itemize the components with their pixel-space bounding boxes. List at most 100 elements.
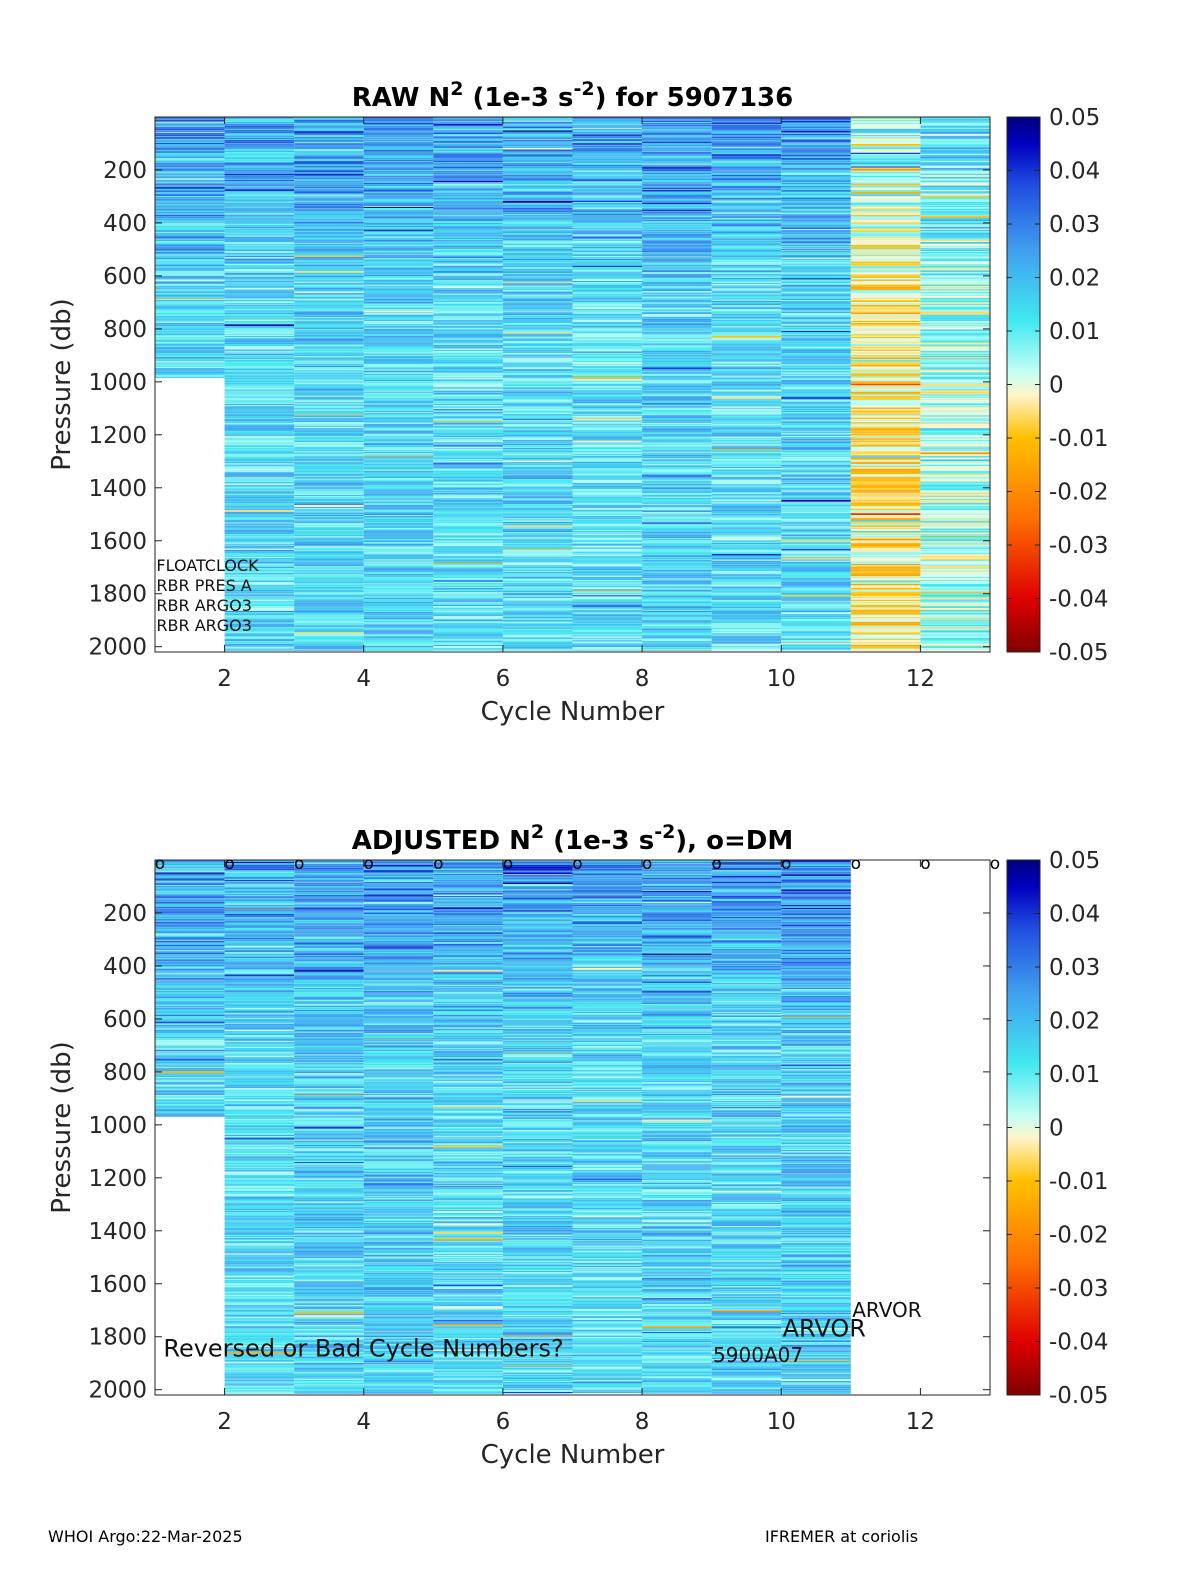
colorbar-gradient [1006, 859, 1041, 1396]
y-tick-label: 800 [103, 1060, 147, 1086]
cycle-column-3 [294, 860, 364, 1394]
colorbar-tick-label: -0.03 [1049, 533, 1109, 559]
y-tick-label: 1600 [88, 529, 147, 555]
colorbar-tick-label: 0.05 [1049, 848, 1100, 874]
cycle-column-1 [155, 117, 225, 378]
y-tick-label: 800 [103, 317, 147, 343]
x-tick-label: 4 [356, 1409, 371, 1435]
y-tick-label: 200 [103, 158, 147, 184]
x-tick-label: 12 [906, 666, 935, 692]
dm-marker: o [364, 854, 374, 874]
colorbar-tick-label: 0.05 [1049, 105, 1100, 131]
cycle-column-8 [642, 117, 712, 651]
colorbar-tick-label: 0.02 [1049, 266, 1100, 292]
annotation-label: RBR ARGO3 [156, 596, 252, 615]
y-tick-label: 1200 [88, 1166, 147, 1192]
x-tick-label: 10 [767, 1409, 796, 1435]
colorbar-tick-label: 0.03 [1049, 212, 1100, 238]
y-tick-label: 1400 [88, 476, 147, 502]
dm-marker: o [781, 854, 791, 874]
colorbar-tick-label: -0.01 [1049, 426, 1109, 452]
plot-frame [154, 116, 991, 653]
x-tick-label: 10 [767, 666, 796, 692]
cycle-column-10 [781, 860, 851, 1394]
dm-marker: o [642, 854, 652, 874]
colorbar-tick-label: -0.04 [1049, 1330, 1109, 1356]
annotation-label: ARVOR [783, 1315, 866, 1343]
footer-date-credit: WHOI Argo:22-Mar-2025 [48, 1527, 243, 1546]
y-tick-label: 1000 [88, 1113, 147, 1139]
raw-n2-panel: 2 4 6 8 10 12 200 400 600 800 1000 1200 1400 1600 1800… [47, 78, 1109, 727]
colorbar-tick-label: -0.01 [1049, 1169, 1109, 1195]
cycle-column-4 [363, 117, 434, 651]
y-tick-label: 1000 [88, 370, 147, 396]
dm-marker: o [294, 854, 304, 874]
y-tick-label: 2000 [88, 1378, 147, 1404]
cycle-column-8 [642, 860, 712, 1394]
cycle-column-5 [433, 117, 503, 651]
annotation-label: ARVOR [852, 1298, 922, 1322]
colorbar-tick-label: -0.05 [1049, 640, 1109, 666]
cycle-column-12 [920, 117, 990, 651]
y-tick-label: 2000 [88, 635, 147, 661]
annotation-label: 5900A07 [713, 1343, 803, 1367]
cycle-column-7 [572, 117, 643, 651]
colorbar-tick-label: -0.05 [1049, 1383, 1109, 1409]
dm-marker: o [851, 854, 861, 874]
y-tick-label: 1800 [88, 1325, 147, 1351]
x-tick-label: 8 [635, 666, 650, 692]
colorbar-tick-label: -0.02 [1049, 480, 1109, 506]
x-tick-label: 2 [217, 1409, 232, 1435]
colorbar-tick-label: 0.02 [1049, 1009, 1100, 1035]
cycle-column-7 [572, 860, 643, 1394]
cycle-column-4 [363, 860, 434, 1394]
cycle-column-3 [294, 117, 364, 651]
annotation-label: RBR PRES A [156, 576, 251, 595]
cycle-column-2 [224, 860, 295, 1394]
colorbar-tick-label: -0.02 [1049, 1223, 1109, 1249]
cycle-column-9 [711, 117, 782, 651]
dm-marker: o [433, 854, 443, 874]
dm-marker: o [503, 854, 513, 874]
y-tick-label: 600 [103, 264, 147, 290]
x-tick-label: 2 [217, 666, 232, 692]
annotation-label: Reversed or Bad Cycle Numbers? [163, 1335, 563, 1363]
colorbar-tick-label: 0.01 [1049, 319, 1100, 345]
x-axis-label: Cycle Number [481, 697, 665, 727]
cycle-column-1 [155, 860, 225, 1117]
y-tick-label: 1600 [88, 1272, 147, 1298]
y-axis-label: Pressure (db) [47, 1041, 77, 1214]
x-tick-label: 6 [496, 666, 511, 692]
x-tick-label: 8 [635, 1409, 650, 1435]
colorbar-tick-label: 0.03 [1049, 955, 1100, 981]
chart-title: RAW N2 (1e-3 s-2) for 5907136 [352, 78, 794, 113]
colorbar: 0.05 0.04 0.03 0.02 0.01 0 -0.01 -0.02 -0.03 -0.0… [1006, 848, 1109, 1409]
adjusted-n2-panel: 2 4 6 8 10 12 200 400 600 800 1000 1200 1400 1600 1800… [47, 821, 1109, 1470]
colorbar: 0.05 0.04 0.03 0.02 0.01 0 -0.01 -0.02 -0.03 -0.0… [1006, 105, 1109, 666]
footer-source-credit: IFREMER at coriolis [765, 1527, 919, 1546]
cycle-column-6 [502, 117, 573, 651]
colorbar-tick-label: 0 [1049, 1116, 1064, 1142]
colorbar-tick-label: 0.01 [1049, 1062, 1100, 1088]
y-tick-label: 400 [103, 211, 147, 237]
x-tick-label: 6 [496, 1409, 511, 1435]
colorbar-tick-label: 0 [1049, 373, 1064, 399]
y-tick-label: 200 [103, 901, 147, 927]
plot-frame [154, 859, 991, 1396]
cycle-column-5 [433, 860, 503, 1394]
y-tick-label: 400 [103, 954, 147, 980]
cycle-column-9 [711, 860, 782, 1394]
colorbar-tick-label: 0.04 [1049, 902, 1100, 928]
chart-title: ADJUSTED N2 (1e-3 s-2), o=DM [352, 821, 793, 856]
cycle-column-11 [850, 117, 921, 651]
y-tick-label: 1800 [88, 582, 147, 608]
colorbar-tick-label: -0.04 [1049, 587, 1109, 613]
y-tick-label: 600 [103, 1007, 147, 1033]
dm-marker: o [711, 854, 721, 874]
cycle-column-2 [224, 117, 295, 651]
dm-marker: o [572, 854, 582, 874]
colorbar-tick-label: -0.03 [1049, 1276, 1109, 1302]
colorbar-tick-label: 0.04 [1049, 159, 1100, 185]
dm-marker: o [224, 854, 234, 874]
